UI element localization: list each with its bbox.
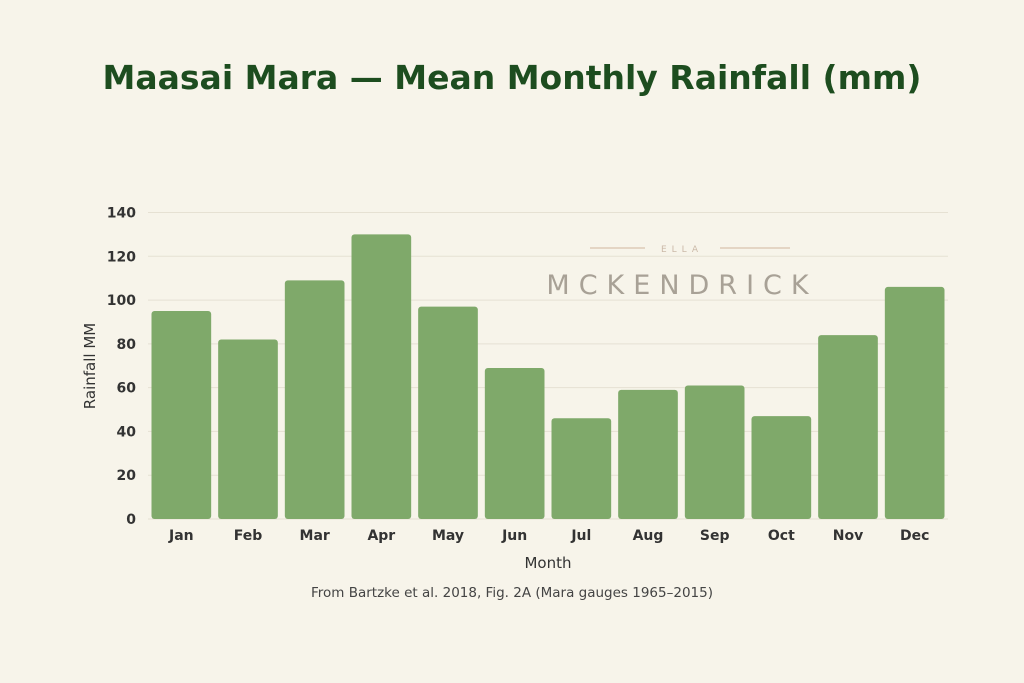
bar-jul bbox=[551, 418, 612, 519]
svg-text:MCKENDRICK: MCKENDRICK bbox=[546, 270, 817, 301]
y-tick-label: 140 bbox=[107, 206, 136, 222]
x-tick-label: Aug bbox=[633, 528, 664, 544]
x-tick-label: May bbox=[432, 528, 464, 544]
x-tick-label: Feb bbox=[234, 528, 263, 544]
y-tick-label: 80 bbox=[117, 337, 137, 353]
bar-nov bbox=[818, 335, 878, 519]
y-tick-label: 20 bbox=[117, 468, 137, 484]
watermark-logo: ELLA MCKENDRICK bbox=[546, 245, 817, 301]
x-tick-label: Nov bbox=[833, 528, 863, 544]
y-tick-label: 40 bbox=[117, 424, 137, 440]
x-tick-label: Jun bbox=[501, 528, 527, 544]
bar-aug bbox=[618, 389, 678, 519]
y-tick-label: 0 bbox=[126, 512, 136, 528]
y-tick-label: 100 bbox=[107, 293, 136, 309]
bar-may bbox=[418, 306, 478, 519]
y-tick-label: 60 bbox=[117, 381, 137, 397]
svg-text:ELLA: ELLA bbox=[661, 245, 703, 255]
x-tick-label: Apr bbox=[367, 528, 395, 544]
x-tick-label: Mar bbox=[300, 528, 330, 544]
x-tick-label: Jul bbox=[570, 528, 591, 544]
bar-feb bbox=[218, 339, 278, 519]
x-tick-label: Sep bbox=[700, 528, 730, 544]
bar-jan bbox=[151, 311, 212, 519]
bar-mar bbox=[284, 280, 345, 519]
x-tick-label: Jan bbox=[168, 528, 194, 544]
x-tick-label: Dec bbox=[900, 528, 929, 544]
bar-oct bbox=[751, 416, 812, 519]
y-axis-label: Rainfall MM bbox=[81, 323, 99, 409]
bar-apr bbox=[351, 234, 412, 519]
y-tick-label: 120 bbox=[107, 249, 136, 265]
bar-dec bbox=[884, 286, 945, 519]
bar-sep bbox=[684, 385, 745, 519]
x-tick-label: Oct bbox=[768, 528, 795, 544]
chart-title: Maasai Mara — Mean Monthly Rainfall (mm) bbox=[102, 58, 922, 97]
x-axis-label: Month bbox=[524, 554, 571, 572]
bar-jun bbox=[484, 367, 545, 519]
chart-caption: From Bartzke et al. 2018, Fig. 2A (Mara … bbox=[310, 585, 713, 601]
